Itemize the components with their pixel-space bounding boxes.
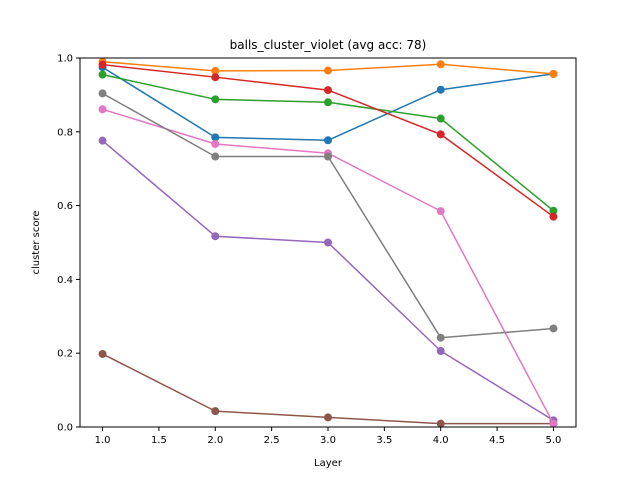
data-point [211,73,220,82]
data-point [324,152,332,161]
data-point [98,89,107,98]
data-point [324,66,332,75]
y-tick-label: 0.2 [57,349,73,360]
data-point [211,133,220,142]
data-point [436,114,445,123]
data-point [549,206,558,215]
data-point [211,139,220,148]
data-point [436,346,445,355]
y-axis-ticks: 0.0 0.2 0.4 0.6 0.8 1.0 [57,54,80,434]
data-point [98,105,107,114]
data-point [211,66,220,75]
data-point [98,60,107,69]
x-tick-label: 4.5 [489,435,505,446]
plot-frame [79,57,577,428]
series-4 [98,60,558,221]
x-tick-label: 4.0 [433,435,449,446]
x-tick-label: 5.0 [546,435,562,446]
data-point [436,130,445,139]
x-tick-label: 1.5 [151,435,167,446]
chart-title: balls_cluster_violet (avg acc: 78) [230,38,427,52]
series-2 [98,57,558,78]
y-tick-label: 0.8 [57,127,73,138]
y-axis-label: cluster score [31,210,42,274]
series-3 [98,70,558,215]
x-tick-label: 1.0 [95,435,111,446]
data-point [549,324,558,333]
x-tick-label: 2.5 [264,435,280,446]
y-tick-label: 1.0 [57,54,73,65]
data-point [549,69,558,78]
series-layer [98,57,558,428]
y-tick-label: 0.0 [57,423,73,434]
x-tick-label: 3.0 [320,435,336,446]
data-point [324,86,332,95]
data-point [436,60,445,69]
data-point [436,333,445,342]
x-axis-ticks: 1.0 1.5 2.0 2.5 3.0 3.5 4.0 4.5 5.0 [95,427,562,446]
y-tick-label: 0.4 [57,275,73,286]
y-tick-label: 0.6 [57,201,73,212]
data-point [98,136,107,145]
x-tick-label: 2.0 [207,435,223,446]
data-point [211,152,220,161]
data-point [436,85,445,94]
data-point [98,349,107,358]
data-point [211,407,220,416]
series-8 [98,89,558,342]
data-point [549,419,558,428]
data-point [549,212,558,221]
x-axis-label: Layer [314,458,343,469]
data-point [324,238,332,247]
data-point [324,136,332,145]
data-point [436,207,445,216]
data-point [211,95,220,104]
data-point [436,419,445,428]
data-point [324,413,332,422]
data-point [98,70,107,79]
data-point [211,232,220,241]
data-point [324,98,332,107]
x-tick-label: 3.5 [376,435,392,446]
